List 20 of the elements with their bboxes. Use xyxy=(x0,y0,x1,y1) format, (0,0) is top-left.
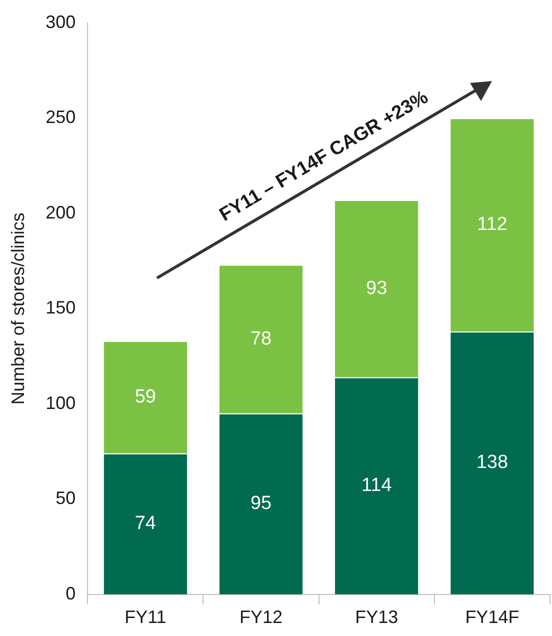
x-tick-label: FY11 xyxy=(124,607,166,628)
y-tick-label: 100 xyxy=(46,392,76,413)
data-label: 74 xyxy=(134,513,156,534)
x-tick-label: FY14F xyxy=(465,607,520,628)
x-tick-label: FY13 xyxy=(355,607,398,628)
y-tick-label: 150 xyxy=(46,298,76,318)
data-label: 93 xyxy=(366,278,388,299)
data-label: 112 xyxy=(477,214,508,235)
y-tick-label: 250 xyxy=(46,107,76,128)
data-label: 114 xyxy=(361,475,392,496)
y-axis-title: Number of stores/clinics xyxy=(8,212,28,405)
data-label: 138 xyxy=(476,452,508,474)
data-label: 95 xyxy=(250,493,272,514)
data-label: 78 xyxy=(250,328,272,350)
y-tick-label: 50 xyxy=(56,488,76,508)
y-tick-label: 200 xyxy=(46,202,76,222)
x-tick-label: FY12 xyxy=(240,607,283,628)
y-tick-label: 300 xyxy=(46,12,76,32)
data-label: 59 xyxy=(134,386,156,408)
y-tick-label: 0 xyxy=(66,583,76,604)
